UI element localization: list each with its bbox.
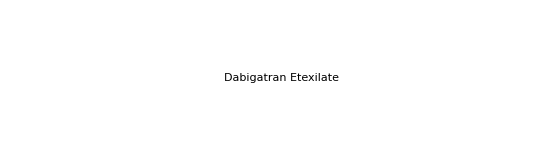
- Text: Dabigatran Etexilate: Dabigatran Etexilate: [224, 73, 339, 83]
